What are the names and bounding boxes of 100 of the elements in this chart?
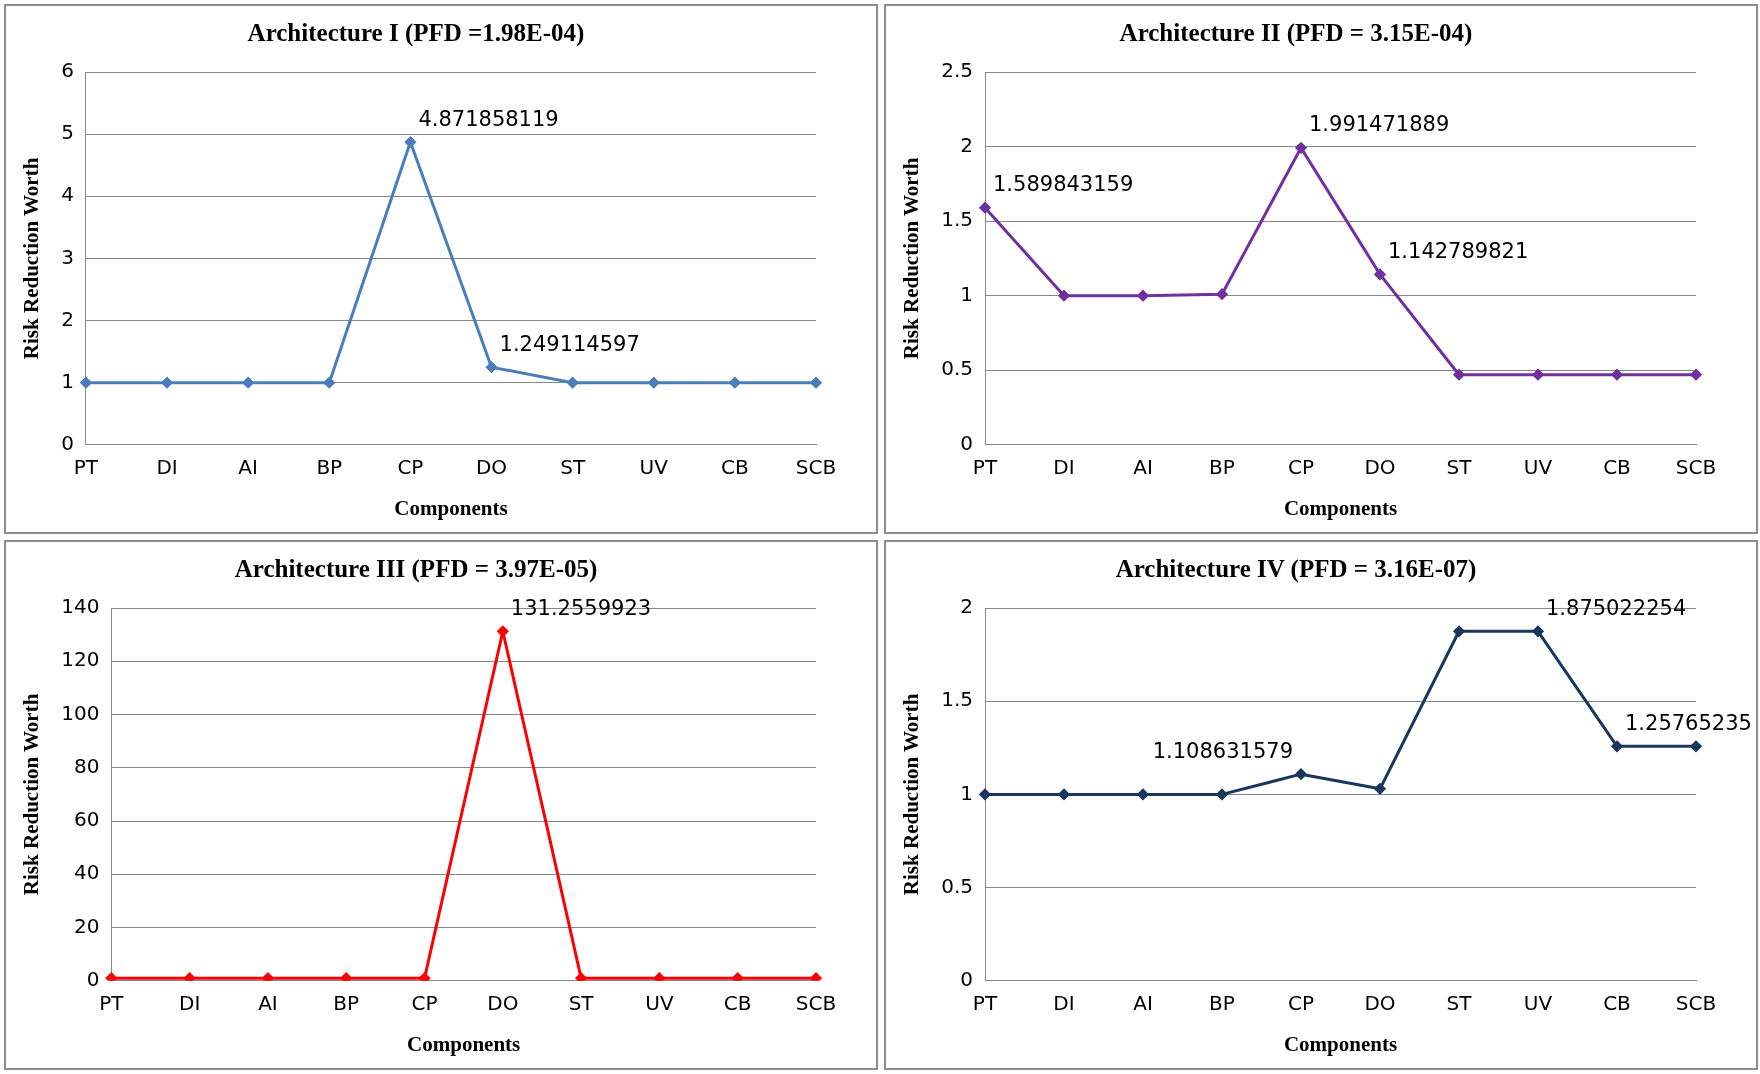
x-tick-label: CB xyxy=(1603,991,1631,1015)
x-tick-label: SCB xyxy=(795,991,837,1015)
y-tick-label: 60 xyxy=(73,807,100,832)
x-tick-label: DI xyxy=(1053,455,1075,479)
x-tick-label: SCB xyxy=(1675,991,1717,1015)
point xyxy=(729,377,741,389)
x-tick-label: PT xyxy=(972,991,998,1015)
chart-title: Architecture IV (PFD = 3.16E-07) xyxy=(1115,555,1477,584)
y-tick-label: 2 xyxy=(960,594,974,619)
chart-title: Architecture I (PFD =1.98E-04) xyxy=(247,19,585,48)
chart-title: Architecture II (PFD = 3.15E-04) xyxy=(1119,19,1473,48)
y-tick-label: 0.5 xyxy=(941,356,974,381)
data-label: 1.249114597 xyxy=(499,331,640,356)
x-axis-title: Components xyxy=(1283,495,1398,520)
y-tick-label: 40 xyxy=(73,860,100,885)
x-axis-title: Components xyxy=(407,1031,521,1056)
point xyxy=(1690,740,1702,752)
data-label: 1.589843159 xyxy=(993,172,1134,197)
y-tick-label: 120 xyxy=(61,647,100,672)
x-tick-label: CP xyxy=(397,455,424,479)
x-tick-label: DO xyxy=(1364,991,1396,1015)
x-axis-title: Components xyxy=(394,495,508,520)
point xyxy=(1453,625,1465,637)
point xyxy=(1295,768,1307,780)
data-label: 4.871858119 xyxy=(418,106,559,131)
point xyxy=(1611,369,1623,381)
point xyxy=(1532,369,1544,381)
y-tick-label: 1.5 xyxy=(941,207,974,232)
point xyxy=(1058,788,1070,800)
y-tick-label: 2 xyxy=(61,306,74,331)
point xyxy=(1374,268,1386,280)
data-label: 1.25765235 xyxy=(1625,710,1752,735)
point xyxy=(648,377,660,389)
y-tick-label: 20 xyxy=(73,913,100,938)
y-tick-label: 6 xyxy=(61,58,74,83)
y-tick-label: 100 xyxy=(61,700,100,725)
x-tick-label: CP xyxy=(411,991,438,1015)
x-tick-label: CB xyxy=(723,991,752,1015)
y-axis-title: Risk Reduction Worth xyxy=(899,157,924,360)
y-tick-label: 1.5 xyxy=(941,687,974,712)
x-tick-label: UV xyxy=(1523,991,1553,1015)
point xyxy=(1611,740,1623,752)
point xyxy=(1295,142,1307,154)
point xyxy=(242,377,254,389)
x-tick-label: UV xyxy=(645,991,674,1015)
y-axis-title: Risk Reduction Worth xyxy=(19,157,44,360)
y-tick-label: 80 xyxy=(73,753,100,778)
x-tick-label: DI xyxy=(179,991,201,1015)
data-label: 1.142789821 xyxy=(1388,238,1529,263)
point xyxy=(161,377,173,389)
y-axis-title: Risk Reduction Worth xyxy=(899,693,924,896)
point xyxy=(979,202,991,214)
x-tick-label: AI xyxy=(258,991,278,1015)
y-tick-label: 140 xyxy=(61,594,100,619)
x-tick-label: BP xyxy=(1209,455,1235,479)
x-tick-label: DO xyxy=(475,455,508,479)
x-tick-label: ST xyxy=(1446,991,1473,1015)
x-axis-title: Components xyxy=(1283,1031,1398,1056)
point xyxy=(1532,625,1544,637)
x-tick-label: BP xyxy=(1209,991,1235,1015)
point xyxy=(80,377,92,389)
x-tick-label: BP xyxy=(333,991,360,1015)
x-tick-label: DI xyxy=(1053,991,1075,1015)
x-tick-label: PT xyxy=(972,455,998,479)
chart-title: Architecture III (PFD = 3.97E-05) xyxy=(234,555,598,584)
y-tick-label: 3 xyxy=(61,244,74,269)
x-tick-label: ST xyxy=(560,455,586,479)
y-tick-label: 0 xyxy=(61,431,74,455)
x-tick-label: BP xyxy=(316,455,343,479)
data-label: 1.991471889 xyxy=(1309,112,1450,137)
x-tick-label: ST xyxy=(568,991,595,1015)
y-tick-label: 1 xyxy=(61,368,74,393)
data-label: 1.875022254 xyxy=(1546,595,1687,620)
y-tick-label: 0 xyxy=(960,431,974,455)
y-tick-label: 0 xyxy=(960,967,974,991)
y-tick-label: 0 xyxy=(86,967,100,991)
point xyxy=(486,361,498,373)
point xyxy=(1453,369,1465,381)
x-tick-label: SCB xyxy=(795,455,837,479)
x-tick-label: PT xyxy=(73,455,99,479)
x-tick-label: PT xyxy=(99,991,125,1015)
y-axis-title: Risk Reduction Worth xyxy=(19,693,44,896)
point xyxy=(1137,290,1149,302)
x-tick-label: UV xyxy=(639,455,669,479)
y-tick-label: 5 xyxy=(61,120,74,145)
x-tick-label: DO xyxy=(1364,455,1396,479)
y-tick-label: 0.5 xyxy=(941,873,974,898)
point xyxy=(810,377,822,389)
x-tick-label: CP xyxy=(1287,455,1315,479)
point xyxy=(1216,788,1228,800)
data-label: 1.108631579 xyxy=(1152,738,1294,763)
point xyxy=(1058,290,1070,302)
point xyxy=(1216,288,1228,300)
y-tick-label: 1 xyxy=(960,281,974,306)
point xyxy=(1137,788,1149,800)
x-tick-label: AI xyxy=(1133,455,1153,479)
x-tick-label: DI xyxy=(156,455,178,479)
point xyxy=(979,788,991,800)
y-tick-label: 2 xyxy=(960,132,974,157)
point xyxy=(404,136,416,148)
